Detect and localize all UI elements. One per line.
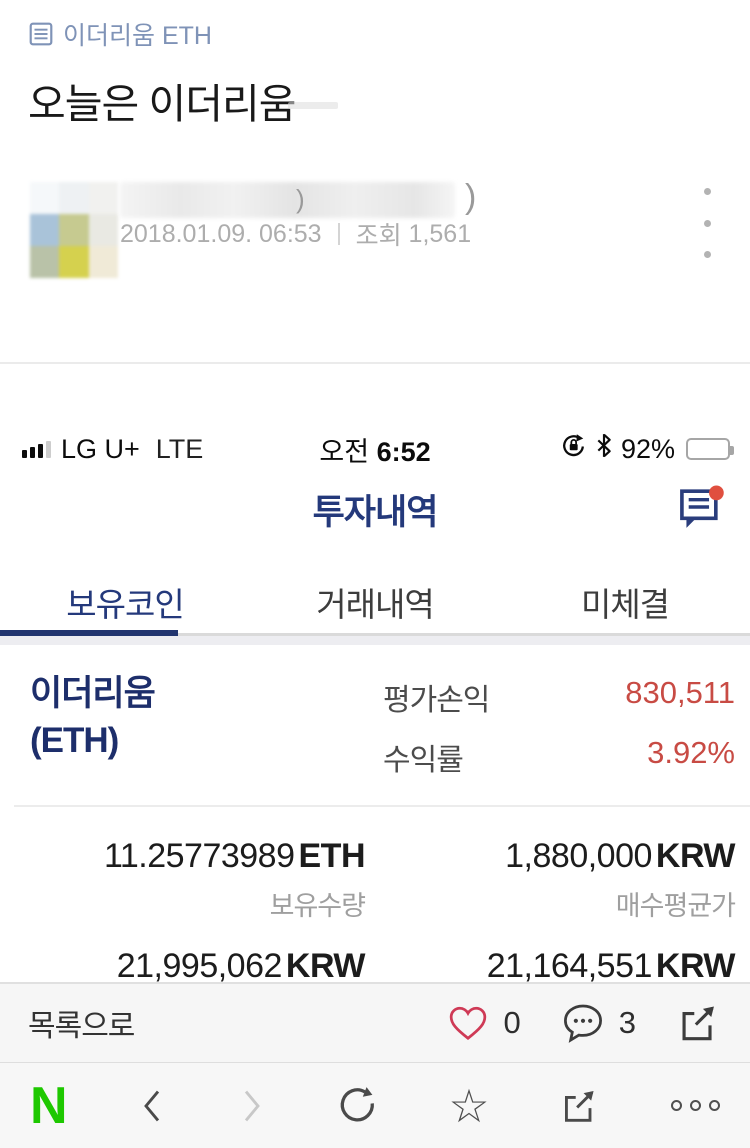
tab-holdings[interactable]: 보유코인 [66, 585, 184, 623]
carrier-label: LG U+ [61, 433, 140, 464]
like-count: 0 [503, 1005, 521, 1040]
browser-nav-bar: N ☆ [0, 1062, 750, 1148]
refresh-button[interactable] [337, 1085, 379, 1127]
comment-button[interactable] [561, 1002, 605, 1044]
pl-value: 830,511 [625, 675, 735, 710]
app-header: 투자내역 [0, 478, 750, 540]
app-title: 투자내역 [312, 492, 439, 532]
bluetooth-icon [596, 433, 612, 465]
post-menu-button[interactable] [690, 188, 724, 258]
divider [14, 805, 750, 807]
coin-name: 이더리움 (ETH) [30, 674, 156, 760]
naver-home-button[interactable]: N [30, 1076, 68, 1135]
post-title: 오늘은 이더리움 [28, 81, 296, 127]
network-label: LTE [155, 433, 204, 464]
forward-button[interactable] [237, 1088, 267, 1124]
post-date: 2018.01.09. 06:53 [120, 219, 322, 248]
status-bar: LG U+ LTE 오전 6:52 92% [0, 426, 750, 472]
stat-avg-buy-price: 1,880,000 KRW 매수평균가 [505, 837, 736, 921]
rotation-lock-icon [560, 432, 587, 466]
tab-trade-history[interactable]: 거래내역 [316, 585, 434, 623]
pl-label: 평가손익 [383, 684, 490, 717]
author-block: ) ) 2018.01.09. 06:53 조회 1,561 [0, 170, 750, 326]
more-menu-button[interactable] [670, 1100, 720, 1111]
holding-eth: 이더리움 (ETH) 평가손익 830,511 수익률 3.92% [0, 645, 750, 795]
share-button[interactable] [676, 1001, 722, 1045]
message-icon[interactable] [674, 482, 726, 537]
tab-open-orders[interactable]: 미체결 [580, 585, 670, 623]
stat-quantity: 11.25773989 ETH 보유수량 [103, 837, 366, 921]
battery-percent: 92% [620, 433, 675, 464]
tab-bar: 보유코인 거래내역 미체결 [0, 570, 750, 636]
like-button[interactable] [446, 1003, 490, 1043]
active-tab-underline [0, 630, 178, 636]
views-label: 조회 [355, 222, 402, 250]
views-count: 1,561 [408, 219, 472, 248]
clock: 오전 6:52 [319, 436, 431, 467]
board-list-icon [28, 21, 54, 47]
tab-band [0, 636, 750, 645]
masked-text: ) [296, 184, 305, 214]
back-to-list-button[interactable]: 목록으로 [28, 1010, 135, 1043]
post-action-bar: 목록으로 0 3 [0, 982, 750, 1062]
author-avatar[interactable] [30, 182, 118, 278]
masked-text: ) [465, 178, 477, 216]
meta-divider [337, 223, 340, 245]
author-name-masked[interactable]: ) ) [120, 178, 520, 220]
author-name-blur [120, 182, 455, 218]
nav-share-button[interactable] [559, 1086, 601, 1126]
board-name: 이더리움 ETH [63, 22, 212, 50]
ror-value: 3.92% [647, 735, 735, 770]
divider [0, 362, 750, 364]
post-meta: 2018.01.09. 06:53 조회 1,561 [120, 216, 471, 252]
back-button[interactable] [137, 1088, 167, 1124]
ror-label: 수익률 [383, 744, 464, 777]
battery-icon [686, 438, 734, 460]
comment-count: 3 [618, 1005, 636, 1040]
status-icons: 92% [560, 432, 734, 466]
bookmark-star-button[interactable]: ☆ [448, 1079, 490, 1132]
artifact-smudge [288, 102, 338, 109]
coin-pl: 평가손익 830,511 수익률 3.92% [383, 671, 735, 795]
board-link[interactable]: 이더리움 ETH [28, 16, 750, 52]
signal-bars-icon [22, 440, 51, 458]
